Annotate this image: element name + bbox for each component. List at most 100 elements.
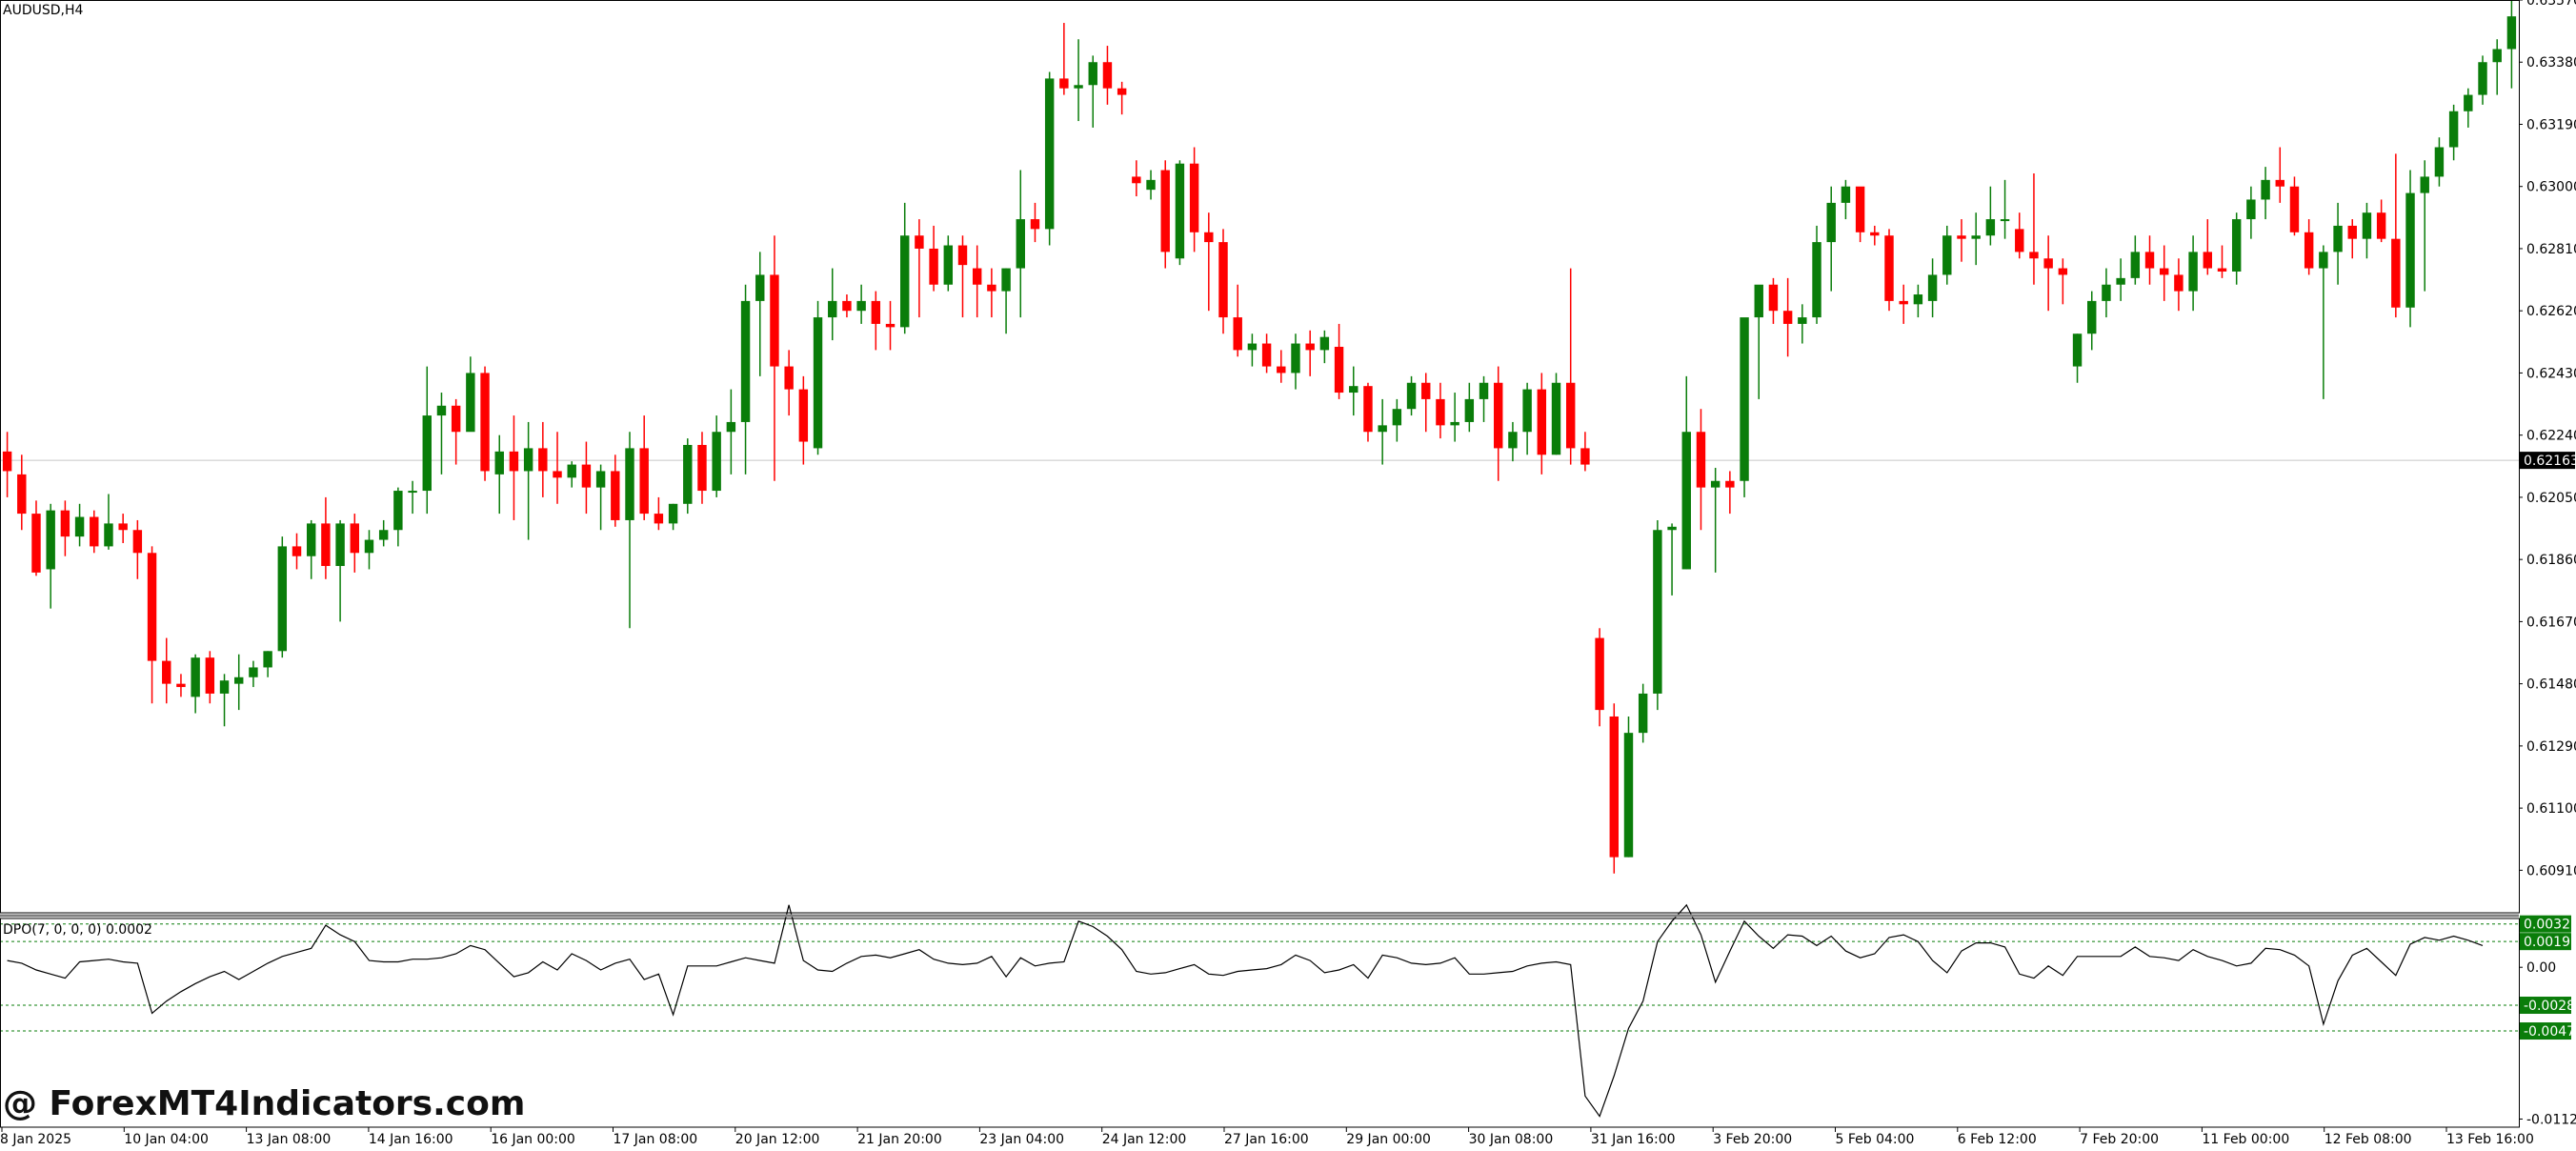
bull-candle — [828, 300, 837, 318]
bull-candle — [2448, 111, 2459, 148]
time-axis-label: 12 Feb 08:00 — [2324, 1132, 2412, 1147]
time-axis-label: 27 Jan 16:00 — [1224, 1132, 1309, 1147]
bull-candle — [1623, 733, 1634, 858]
bear-candle — [1957, 235, 1966, 239]
bull-candle — [46, 510, 55, 570]
bear-candle — [2304, 232, 2314, 269]
bull-candle — [813, 317, 823, 449]
bull-candle — [1667, 526, 1677, 531]
time-axis-label: 30 Jan 08:00 — [1469, 1132, 1554, 1147]
bull-candle — [1319, 336, 1330, 351]
bear-candle — [957, 245, 968, 266]
current-price-value: 0.62163 — [2524, 454, 2576, 469]
bull-candle — [494, 451, 504, 475]
bull-candle — [263, 651, 272, 668]
bear-candle — [1189, 163, 1199, 232]
bull-candle — [2231, 219, 2242, 272]
bear-candle — [1609, 716, 1619, 858]
bear-candle — [1855, 186, 1865, 232]
bull-candle — [306, 523, 316, 556]
bear-candle — [2289, 186, 2300, 232]
bull-candle — [1247, 343, 1258, 351]
bear-candle — [509, 451, 519, 472]
bull-candle — [249, 667, 258, 677]
bear-candle — [1725, 480, 1735, 488]
bear-candle — [1696, 432, 1706, 488]
bull-candle — [1088, 62, 1097, 86]
bull-candle — [2362, 212, 2372, 239]
bear-candle — [770, 274, 779, 367]
bull-candle — [378, 530, 389, 540]
dpo-axis-label: -0.0028 — [2524, 999, 2575, 1014]
bull-candle — [1001, 268, 1011, 292]
bear-candle — [1305, 343, 1315, 351]
bull-candle — [2405, 192, 2415, 308]
bull-candle — [625, 448, 634, 520]
bear-candle — [1363, 386, 1373, 433]
bull-candle — [567, 464, 576, 478]
bull-candle — [1016, 219, 1025, 269]
bear-candle — [321, 523, 331, 567]
bull-candle — [2420, 176, 2429, 193]
time-axis-label: 20 Jan 12:00 — [735, 1132, 820, 1147]
symbol-label: AUDUSD,H4 — [3, 3, 83, 18]
bull-candle — [595, 471, 606, 488]
bull-candle — [1551, 382, 1561, 455]
bull-candle — [408, 491, 417, 494]
bear-candle — [1884, 235, 1894, 301]
bull-candle — [2116, 277, 2125, 285]
bull-candle — [1378, 425, 1387, 433]
bull-candle — [1146, 179, 1156, 191]
bull-candle — [191, 657, 200, 697]
bear-candle — [205, 657, 215, 694]
bear-candle — [871, 300, 881, 324]
bear-candle — [611, 471, 620, 520]
bear-candle — [1030, 219, 1040, 230]
time-axis-label: 5 Feb 04:00 — [1836, 1132, 1915, 1147]
bear-candle — [1537, 389, 1547, 455]
bear-candle — [1160, 170, 1170, 252]
time-axis-label: 6 Feb 12:00 — [1958, 1132, 2037, 1147]
bear-candle — [2029, 252, 2039, 259]
bear-candle — [1768, 284, 1779, 312]
dpo-indicator-panel[interactable] — [0, 903, 2519, 1118]
bull-candle — [2188, 252, 2198, 292]
time-axis-label: 24 Jan 12:00 — [1102, 1132, 1187, 1147]
bull-candle — [1508, 432, 1518, 449]
bull-candle — [1044, 78, 1055, 230]
bull-candle — [2319, 252, 2328, 269]
time-axis-label: 7 Feb 20:00 — [2080, 1132, 2159, 1147]
bull-candle — [2000, 219, 2010, 222]
time-axis-label: 17 Jan 08:00 — [614, 1132, 698, 1147]
bull-candle — [2087, 300, 2097, 334]
bull-candle — [1406, 382, 1417, 410]
bear-candle — [1132, 176, 1141, 184]
time-axis-label: 31 Jan 16:00 — [1591, 1132, 1676, 1147]
bull-candle — [436, 405, 447, 416]
bull-candle — [1464, 398, 1475, 422]
bear-candle — [1421, 382, 1431, 399]
dpo-line — [7, 903, 2484, 1118]
bull-candle — [900, 235, 910, 328]
bull-candle — [2261, 179, 2270, 200]
bull-candle — [523, 448, 533, 472]
bull-candle — [219, 680, 230, 694]
bull-candle — [1074, 85, 1083, 89]
bull-candle — [2478, 62, 2487, 95]
bull-candle — [2333, 225, 2343, 252]
price-panel[interactable] — [0, 0, 2519, 874]
bear-candle — [2174, 274, 2184, 292]
bull-candle — [1522, 389, 1532, 433]
bear-candle — [553, 471, 562, 478]
bear-candle — [581, 464, 592, 488]
bear-candle — [17, 474, 27, 515]
